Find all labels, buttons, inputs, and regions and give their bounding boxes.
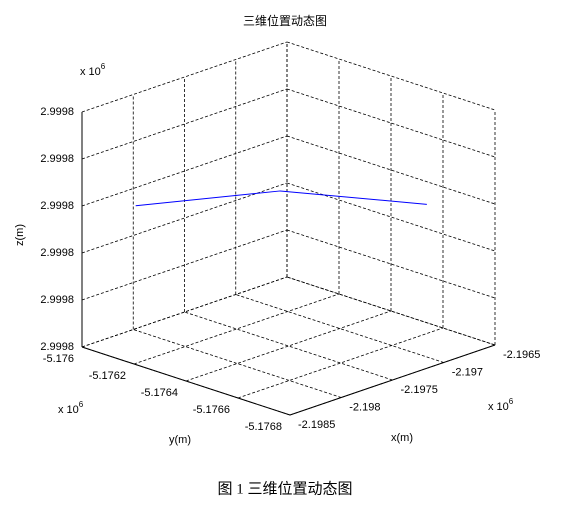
z-multiplier: x 106 <box>80 62 106 78</box>
x-tick-label: -2.198 <box>349 401 380 413</box>
x-multiplier-power: 6 <box>509 397 514 406</box>
y-tick-label: -5.1768 <box>245 421 282 433</box>
grid-line <box>185 310 392 382</box>
z-axis-label: z(m) <box>14 224 26 246</box>
x-axis-label: x(m) <box>391 432 413 444</box>
z-multiplier-base: x 10 <box>80 66 101 78</box>
z-tick-label: 2.9998 <box>40 294 74 306</box>
grid-line <box>235 294 444 363</box>
x-tick-label: -2.1985 <box>298 419 335 431</box>
grid-line <box>81 229 288 301</box>
grid-line <box>81 88 288 160</box>
z-tick-label: 2.9998 <box>40 106 74 118</box>
grid-line <box>286 229 496 299</box>
y-multiplier-base: x 10 <box>58 404 79 416</box>
x-multiplier: x 106 <box>488 397 514 413</box>
z-tick-label: 2.9998 <box>40 341 74 353</box>
grid-line <box>286 41 496 111</box>
x-tick-label: -2.197 <box>452 366 483 378</box>
x-multiplier-base: x 10 <box>488 401 509 413</box>
x-axis-line <box>289 344 496 416</box>
figure-caption: 图 1 三维位置动态图 <box>217 480 352 497</box>
y-tick-label: -5.1764 <box>141 387 178 399</box>
z-multiplier-power: 6 <box>101 62 106 71</box>
grid-line <box>81 135 288 207</box>
y-axis-label: y(m) <box>169 434 191 446</box>
grid-line <box>286 88 496 158</box>
x-tick-label: -2.1975 <box>401 384 438 396</box>
chart-title: 三维位置动态图 <box>243 13 327 28</box>
y-axis-line <box>81 346 291 416</box>
grid-line <box>81 182 288 254</box>
y-multiplier-power: 6 <box>79 400 84 409</box>
data-line <box>135 190 427 207</box>
grid-line <box>81 41 288 113</box>
grid-line <box>286 135 496 205</box>
y-tick-label: -5.1766 <box>193 404 230 416</box>
y-tick-label: -5.176 <box>43 353 74 365</box>
y-multiplier: x 106 <box>58 400 84 416</box>
grid-line <box>81 276 288 348</box>
grid-line <box>133 293 340 365</box>
z-tick-label: 2.9998 <box>40 247 74 259</box>
grid-line <box>133 329 342 398</box>
grid-line <box>237 327 444 399</box>
x-tick-label: -2.1965 <box>503 349 540 361</box>
y-tick-label: -5.1762 <box>89 370 126 382</box>
grid-line <box>184 311 393 381</box>
z-tick-label: 2.9998 <box>40 200 74 212</box>
grid-line <box>286 276 496 346</box>
z-tick-label: 2.9998 <box>40 153 74 165</box>
